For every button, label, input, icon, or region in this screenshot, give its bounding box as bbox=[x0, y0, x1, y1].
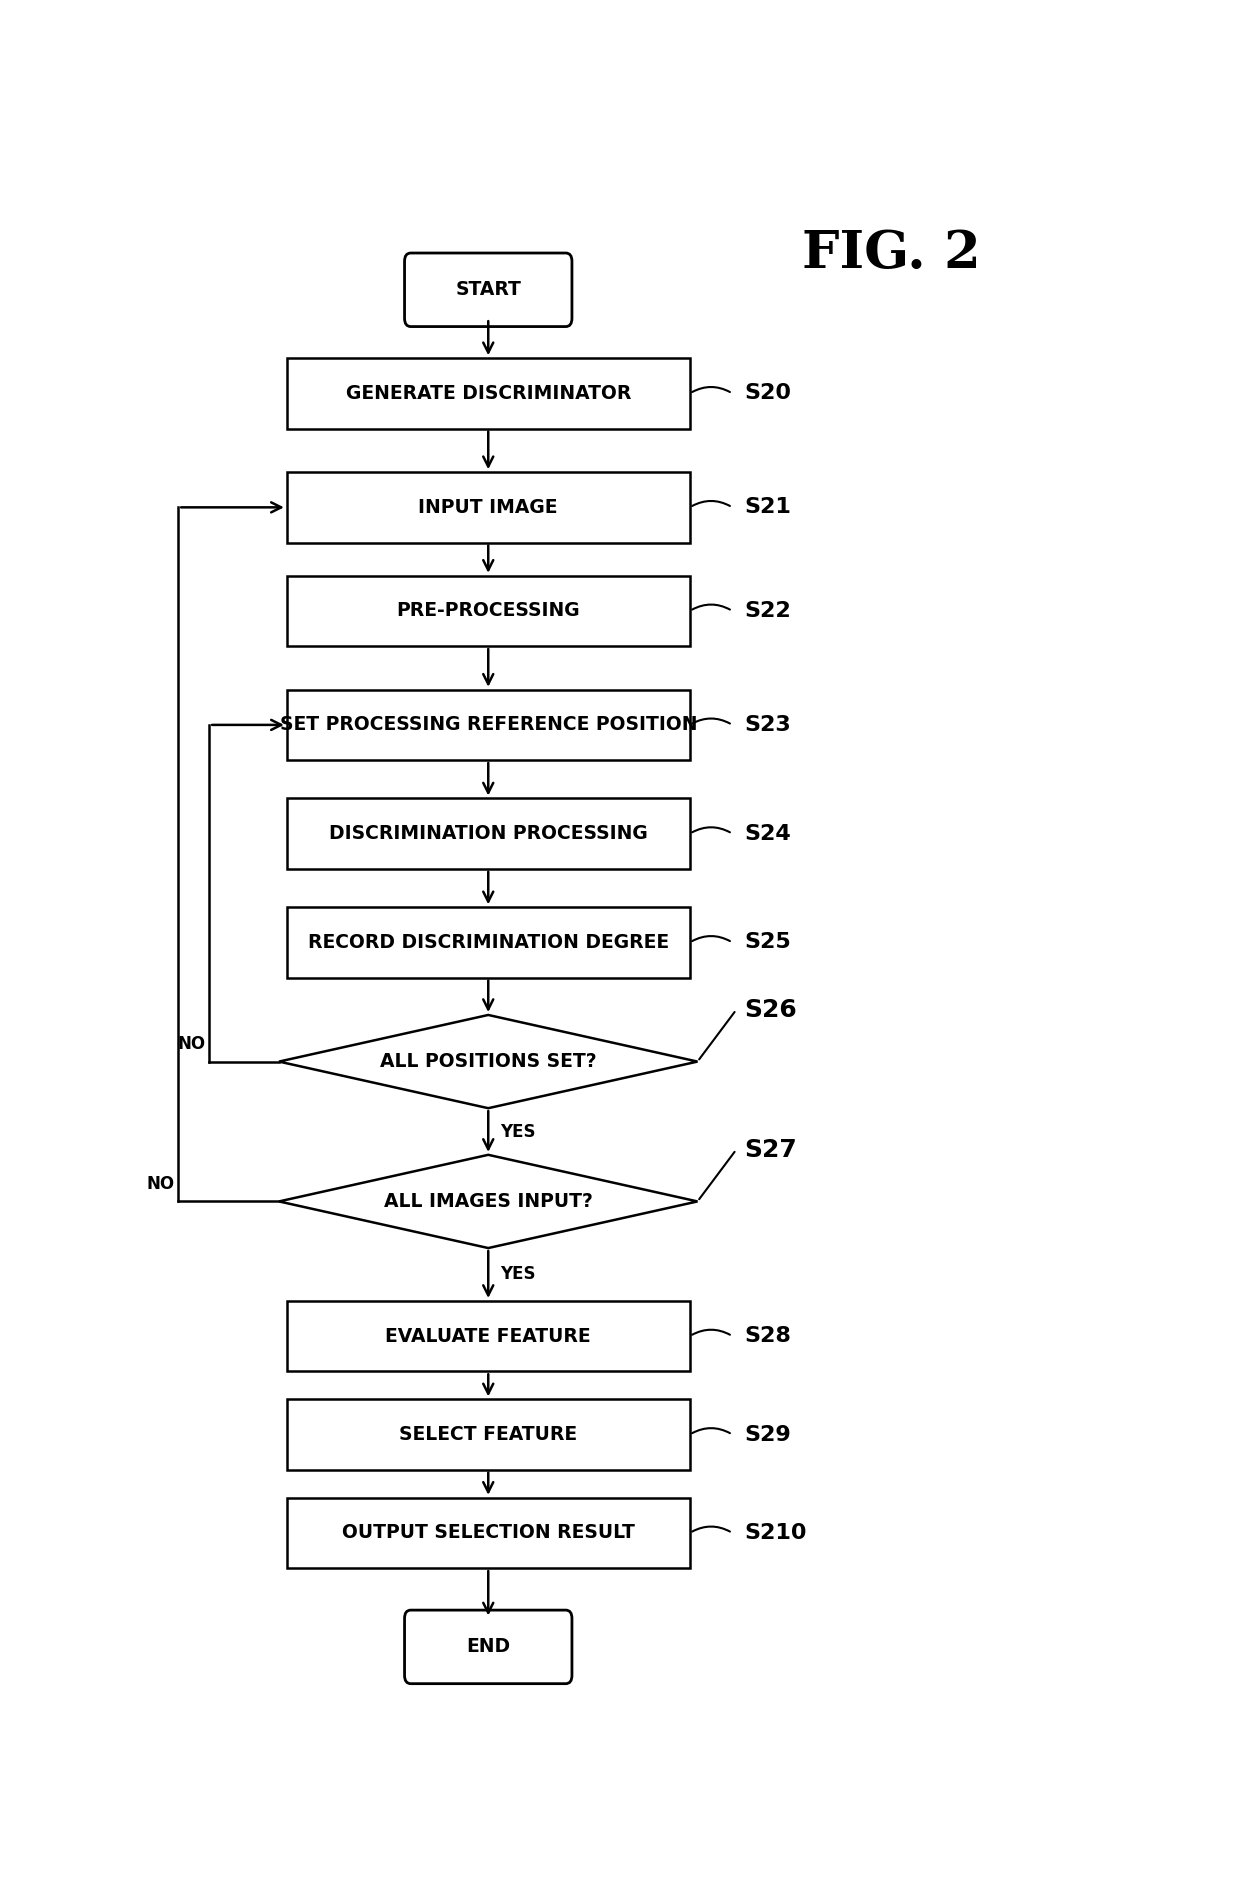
Polygon shape bbox=[279, 1155, 697, 1248]
Text: SET PROCESSING REFERENCE POSITION: SET PROCESSING REFERENCE POSITION bbox=[279, 715, 697, 734]
Bar bbox=[286, 691, 689, 761]
Text: S24: S24 bbox=[744, 823, 791, 844]
Bar bbox=[286, 359, 689, 429]
Polygon shape bbox=[279, 1015, 697, 1108]
Text: ALL POSITIONS SET?: ALL POSITIONS SET? bbox=[379, 1053, 596, 1072]
Text: NO: NO bbox=[177, 1036, 206, 1053]
Bar bbox=[286, 1499, 689, 1569]
Text: YES: YES bbox=[500, 1265, 536, 1284]
Bar bbox=[286, 575, 689, 647]
Text: FIG. 2: FIG. 2 bbox=[802, 228, 981, 279]
Text: S29: S29 bbox=[744, 1425, 791, 1444]
Text: S20: S20 bbox=[744, 383, 791, 404]
Text: GENERATE DISCRIMINATOR: GENERATE DISCRIMINATOR bbox=[346, 383, 631, 402]
Text: PRE-PROCESSING: PRE-PROCESSING bbox=[397, 601, 580, 620]
Bar bbox=[286, 1301, 689, 1372]
Text: END: END bbox=[466, 1637, 511, 1656]
Text: S22: S22 bbox=[744, 601, 791, 620]
Bar bbox=[286, 799, 689, 869]
Text: S21: S21 bbox=[744, 497, 791, 518]
Bar bbox=[286, 472, 689, 543]
Text: EVALUATE FEATURE: EVALUATE FEATURE bbox=[386, 1326, 591, 1345]
Text: DISCRIMINATION PROCESSING: DISCRIMINATION PROCESSING bbox=[329, 823, 647, 842]
Text: SELECT FEATURE: SELECT FEATURE bbox=[399, 1425, 578, 1444]
Text: OUTPUT SELECTION RESULT: OUTPUT SELECTION RESULT bbox=[342, 1523, 635, 1542]
FancyBboxPatch shape bbox=[404, 1611, 572, 1685]
Text: S27: S27 bbox=[744, 1138, 797, 1161]
Bar bbox=[286, 1400, 689, 1470]
Text: INPUT IMAGE: INPUT IMAGE bbox=[419, 497, 558, 516]
FancyBboxPatch shape bbox=[404, 252, 572, 326]
Text: S210: S210 bbox=[744, 1523, 806, 1542]
Text: NO: NO bbox=[146, 1174, 175, 1193]
Text: S23: S23 bbox=[744, 715, 791, 734]
Text: RECORD DISCRIMINATION DEGREE: RECORD DISCRIMINATION DEGREE bbox=[308, 933, 668, 952]
Bar bbox=[286, 907, 689, 977]
Text: S25: S25 bbox=[744, 933, 791, 952]
Text: START: START bbox=[455, 281, 521, 300]
Text: S28: S28 bbox=[744, 1326, 791, 1347]
Text: ALL IMAGES INPUT?: ALL IMAGES INPUT? bbox=[384, 1191, 593, 1210]
Text: S26: S26 bbox=[744, 998, 797, 1022]
Text: YES: YES bbox=[500, 1123, 536, 1140]
